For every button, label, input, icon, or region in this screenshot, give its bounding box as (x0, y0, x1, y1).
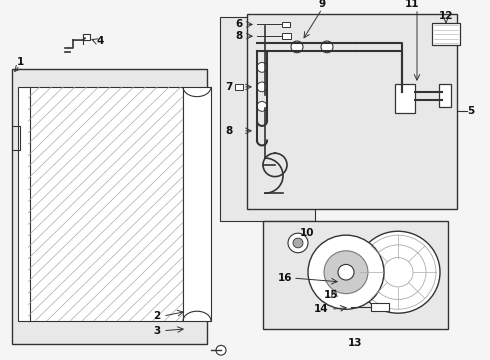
Circle shape (257, 102, 267, 111)
Bar (263, 221, 448, 329)
Circle shape (257, 82, 267, 92)
Bar (18, 87, 30, 321)
Text: 8: 8 (235, 31, 243, 41)
Circle shape (338, 264, 354, 280)
Text: 7: 7 (225, 82, 233, 92)
Bar (371, 303, 389, 311)
Text: 9: 9 (318, 0, 325, 9)
Text: 10: 10 (300, 228, 314, 238)
Bar (257, 95, 273, 108)
Text: 16: 16 (278, 273, 292, 283)
Bar (28, 87, 183, 321)
Circle shape (216, 345, 226, 355)
Bar (247, 14, 457, 209)
Bar (282, 33, 291, 39)
Circle shape (321, 41, 333, 53)
Bar (220, 17, 315, 221)
Text: 13: 13 (348, 338, 362, 348)
Text: 8: 8 (225, 126, 233, 136)
Text: 5: 5 (467, 106, 475, 116)
Circle shape (356, 231, 440, 313)
Text: 11: 11 (405, 0, 419, 9)
Bar (395, 84, 415, 113)
Bar (12, 69, 207, 345)
Text: 15: 15 (324, 290, 338, 300)
Circle shape (324, 251, 368, 294)
Circle shape (257, 63, 267, 72)
Text: 1: 1 (16, 58, 24, 67)
Text: 4: 4 (97, 36, 104, 46)
Bar (83, 34, 90, 40)
Bar (183, 87, 211, 321)
Bar (282, 22, 290, 27)
Text: 12: 12 (439, 11, 453, 21)
Text: 2: 2 (153, 311, 161, 321)
Circle shape (293, 238, 303, 248)
Bar (432, 23, 460, 45)
Bar (439, 84, 451, 107)
Bar (235, 84, 243, 90)
Text: 6: 6 (235, 19, 243, 30)
Text: 14: 14 (314, 304, 328, 314)
Circle shape (288, 233, 308, 253)
Text: 3: 3 (153, 326, 161, 336)
Circle shape (291, 41, 303, 53)
Circle shape (308, 235, 384, 309)
